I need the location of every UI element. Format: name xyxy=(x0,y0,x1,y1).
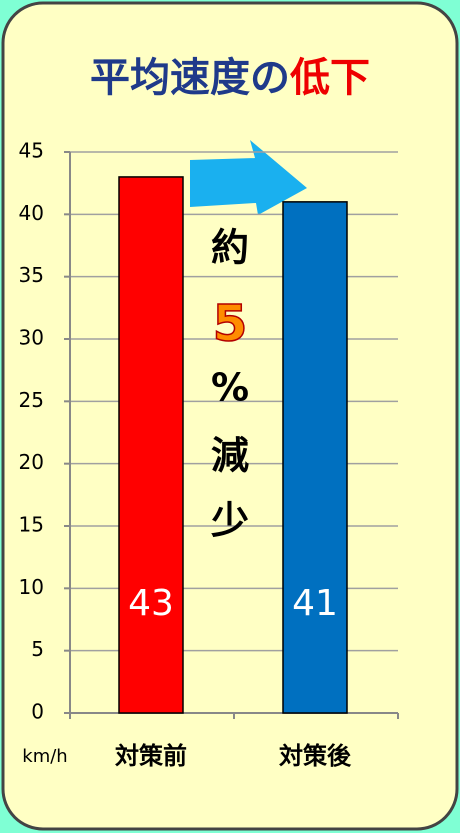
y-tick-label: 25 xyxy=(19,388,44,412)
x-tick-label: 対策後 xyxy=(279,742,352,770)
bar xyxy=(118,176,184,714)
y-tick-label: 45 xyxy=(19,139,44,163)
y-tick-label: 15 xyxy=(19,513,44,537)
x-tick-label: 対策前 xyxy=(115,742,187,770)
chart-title: 平均速度の低下 xyxy=(90,55,370,101)
title-part: 平均速度の xyxy=(90,55,290,101)
bar xyxy=(282,201,348,714)
data-label: 41 xyxy=(292,583,338,624)
y-tick-label: 5 xyxy=(31,637,44,661)
y-tick-label: 10 xyxy=(19,575,44,599)
title-part: 低下 xyxy=(290,55,370,101)
annotation-char: 少 xyxy=(211,499,249,543)
annotation-char: % xyxy=(211,366,249,410)
y-tick-label: 40 xyxy=(19,201,44,225)
y-tick-label: 30 xyxy=(19,326,44,350)
y-tick-label: 35 xyxy=(19,263,44,287)
arrow xyxy=(190,140,307,215)
y-tick-label: 20 xyxy=(19,450,44,474)
data-label: 43 xyxy=(128,583,174,624)
annotation-char: 約 xyxy=(211,226,249,270)
y-tick-label: 0 xyxy=(31,700,44,724)
annotation-char: 5 xyxy=(213,295,248,353)
y-axis-label: km/h xyxy=(22,746,67,767)
annotation-char: 減 xyxy=(211,434,249,478)
